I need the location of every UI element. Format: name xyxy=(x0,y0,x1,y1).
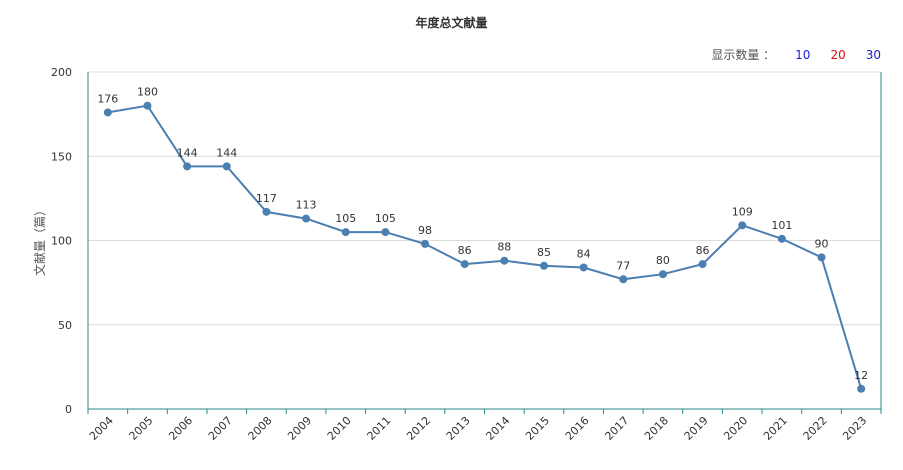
data-point-2013 xyxy=(460,260,469,269)
y-axis-label: 文献量（篇） xyxy=(32,204,47,276)
data-point-2004 xyxy=(103,108,112,117)
data-labels: 176 180 144 144 117 113 105 105 98 86 88 85 84 77 80 86… xyxy=(97,86,868,382)
data-label-2019: 86 xyxy=(696,244,710,257)
data-label-2009: 113 xyxy=(296,199,317,212)
y-tick-labels: 0 50 100 150 200 xyxy=(51,66,72,416)
y-tick-0: 0 xyxy=(65,403,72,416)
data-point-2019 xyxy=(698,260,707,269)
y-tick-50: 50 xyxy=(58,319,72,332)
x-tick-2015: 2015 xyxy=(523,414,552,443)
data-label-2022: 90 xyxy=(815,237,829,250)
x-tick-2004: 2004 xyxy=(87,414,116,443)
data-point-2014 xyxy=(500,256,509,265)
x-tick-2017: 2017 xyxy=(602,414,631,443)
x-tick-2008: 2008 xyxy=(246,414,275,443)
data-point-2017 xyxy=(619,275,628,284)
x-tick-2016: 2016 xyxy=(563,414,592,443)
data-point-2008 xyxy=(262,207,271,216)
display-count-option-30[interactable]: 30 xyxy=(865,47,881,62)
data-point-2010 xyxy=(341,228,350,237)
x-tick-2013: 2013 xyxy=(444,414,473,443)
x-tick-2010: 2010 xyxy=(325,414,354,443)
data-point-2006 xyxy=(183,162,192,171)
x-tick-2009: 2009 xyxy=(285,414,314,443)
y-tick-100: 100 xyxy=(51,235,72,248)
data-label-2012: 98 xyxy=(418,224,432,237)
data-label-2011: 105 xyxy=(375,212,396,225)
series-line xyxy=(107,104,863,390)
x-tick-2007: 2007 xyxy=(206,414,235,443)
x-tick-2005: 2005 xyxy=(127,414,156,443)
data-point-2021 xyxy=(777,234,786,243)
data-label-2014: 88 xyxy=(497,241,511,254)
data-label-2021: 101 xyxy=(771,219,792,232)
x-tick-2020: 2020 xyxy=(721,414,750,443)
data-label-2004: 176 xyxy=(97,92,118,105)
data-point-2007 xyxy=(222,162,231,171)
data-label-2018: 80 xyxy=(656,254,670,267)
data-label-2015: 85 xyxy=(537,246,551,259)
data-label-2010: 105 xyxy=(335,212,356,225)
y-tick-200: 200 xyxy=(51,66,72,79)
data-point-2015 xyxy=(539,261,548,270)
x-tick-2023: 2023 xyxy=(840,414,869,443)
x-tick-2022: 2022 xyxy=(801,414,830,443)
x-tick-2012: 2012 xyxy=(404,414,433,443)
data-point-2018 xyxy=(658,270,667,279)
data-label-2023: 12 xyxy=(854,369,868,382)
data-point-2009 xyxy=(302,214,311,223)
data-label-2008: 117 xyxy=(256,192,277,205)
data-points xyxy=(103,101,866,393)
grid-lines xyxy=(88,71,881,326)
data-label-2020: 109 xyxy=(732,205,753,218)
display-count-control: 显示数量 ： 10 20 30 xyxy=(711,46,881,63)
data-point-2011 xyxy=(381,228,390,237)
data-label-2016: 84 xyxy=(577,247,591,260)
data-label-2006: 144 xyxy=(177,146,198,159)
data-label-2017: 77 xyxy=(616,259,630,272)
display-count-option-10[interactable]: 10 xyxy=(795,47,811,62)
x-tick-2014: 2014 xyxy=(483,414,512,443)
data-point-2023 xyxy=(857,384,866,393)
data-point-2020 xyxy=(738,221,747,230)
data-label-2007: 144 xyxy=(216,146,237,159)
chart-title: 年度总文献量 xyxy=(415,16,488,30)
display-count-label: 显示数量 ： xyxy=(711,48,776,62)
y-tick-150: 150 xyxy=(51,150,72,163)
x-tick-labels: 2004 2005 2006 2007 2008 2009 2010 2011 2012 2013… xyxy=(87,414,869,443)
data-point-2016 xyxy=(579,263,588,272)
x-tick-2021: 2021 xyxy=(761,414,790,443)
data-point-2012 xyxy=(421,239,430,248)
x-tick-2006: 2006 xyxy=(166,414,195,443)
data-point-2005 xyxy=(143,101,152,110)
x-tick-2018: 2018 xyxy=(642,414,671,443)
x-tick-2019: 2019 xyxy=(682,414,711,443)
display-count-option-20[interactable]: 20 xyxy=(830,47,846,62)
x-tick-2011: 2011 xyxy=(365,414,394,443)
data-label-2013: 86 xyxy=(458,244,472,257)
data-point-2022 xyxy=(817,253,826,262)
axes xyxy=(87,72,882,414)
data-label-2005: 180 xyxy=(137,86,158,99)
